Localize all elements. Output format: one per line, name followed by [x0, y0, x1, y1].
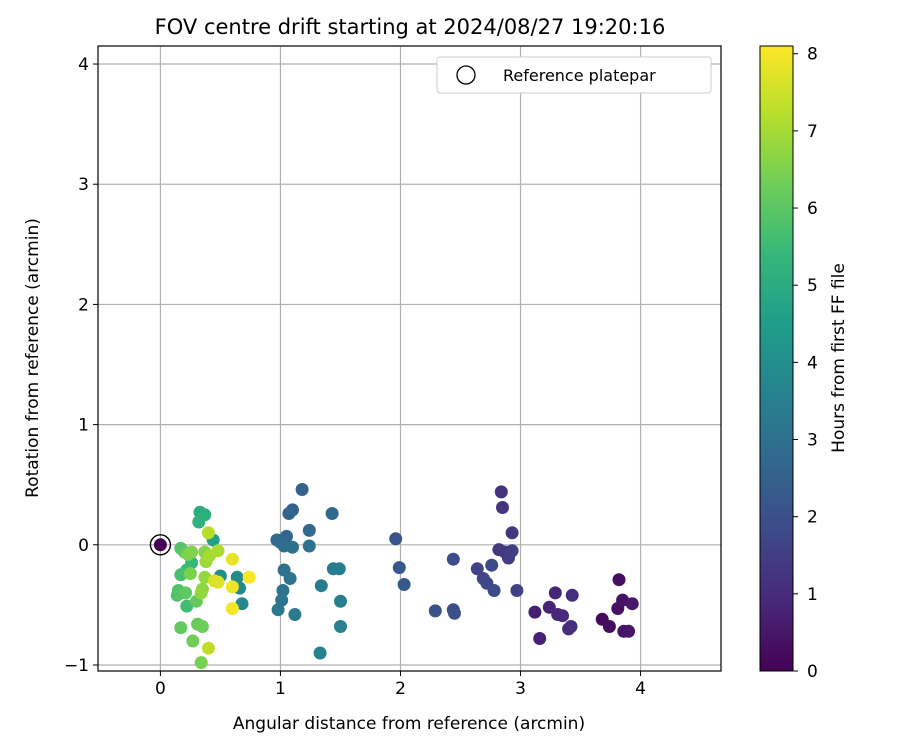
- data-point: [505, 526, 519, 540]
- x-tick-label: 2: [395, 679, 406, 699]
- data-point: [494, 485, 508, 499]
- data-point: [302, 539, 316, 553]
- x-axis-ticks: 0 1 2 3 4: [155, 671, 646, 699]
- data-point: [242, 570, 256, 584]
- data-point: [448, 606, 461, 620]
- data-point: [622, 624, 636, 638]
- legend: Reference platepar: [436, 56, 712, 94]
- data-point: [183, 567, 197, 581]
- y-tick-label: −1: [64, 656, 89, 676]
- y-tick-label: 2: [78, 295, 89, 315]
- data-point: [602, 620, 616, 633]
- data-point: [153, 538, 167, 552]
- data-point: [283, 572, 297, 585]
- colorbar-ticks: 0 1 2 3 4 5 6 7 8: [793, 45, 818, 682]
- data-point: [332, 562, 346, 576]
- data-point: [446, 552, 460, 566]
- x-axis-label: Angular distance from reference (arcmin): [233, 714, 585, 734]
- data-point: [528, 605, 542, 619]
- x-tick-label: 0: [155, 679, 166, 699]
- colorbar-tick-label: 4: [807, 353, 818, 373]
- data-point: [565, 588, 579, 602]
- data-point: [282, 507, 296, 520]
- colorbar-tick-label: 7: [807, 122, 818, 142]
- data-point: [211, 544, 225, 558]
- data-point: [334, 594, 347, 608]
- data-point: [186, 634, 200, 648]
- data-point: [174, 621, 188, 635]
- data-point: [201, 526, 215, 540]
- colorbar-tick-label: 3: [807, 431, 818, 451]
- data-point: [225, 552, 239, 566]
- data-point: [487, 584, 501, 597]
- data-points: [153, 483, 639, 670]
- colorbar-tick-label: 6: [807, 199, 818, 219]
- data-point: [325, 507, 339, 520]
- data-point: [194, 586, 208, 600]
- data-point: [185, 545, 199, 559]
- data-point: [230, 570, 244, 584]
- data-point: [470, 562, 484, 576]
- reference-platepar-marker: [149, 534, 172, 556]
- colorbar-tick-label: 1: [807, 585, 818, 605]
- data-point: [194, 656, 208, 670]
- plot-frame: [97, 45, 722, 672]
- data-point: [225, 602, 239, 615]
- legend-marker-icon: [456, 65, 476, 85]
- y-tick-label: 0: [78, 536, 89, 556]
- data-point: [195, 620, 209, 633]
- colorbar-tick-label: 0: [807, 662, 818, 682]
- y-tick-label: 4: [78, 55, 89, 75]
- data-point: [625, 597, 639, 611]
- data-point: [211, 575, 225, 589]
- colorbar-label: Hours from first FF file: [829, 263, 849, 453]
- colorbar-tick-label: 8: [807, 45, 818, 65]
- data-point: [612, 573, 626, 587]
- data-point: [392, 561, 406, 575]
- x-tick-label: 1: [275, 679, 286, 699]
- chart-title: FOV centre drift starting at 2024/08/27 …: [155, 15, 666, 39]
- data-point: [286, 540, 299, 554]
- data-point: [276, 584, 290, 597]
- data-point: [235, 597, 249, 611]
- data-point: [334, 620, 347, 633]
- y-tick-label: 3: [78, 175, 89, 195]
- colorbar-tick-label: 2: [807, 508, 818, 528]
- data-point: [389, 532, 403, 546]
- data-point: [556, 609, 569, 623]
- data-point: [295, 483, 309, 496]
- data-point: [485, 558, 499, 572]
- data-point: [313, 646, 327, 660]
- y-axis-label: Rotation from reference (arcmin): [23, 218, 43, 498]
- data-point: [548, 586, 562, 600]
- data-point: [192, 515, 206, 529]
- colorbar-tick-label: 5: [807, 276, 818, 296]
- data-point: [314, 579, 328, 593]
- data-point: [174, 568, 188, 582]
- x-tick-label: 3: [515, 679, 526, 699]
- legend-box: [436, 56, 712, 94]
- legend-label: Reference platepar: [503, 66, 656, 85]
- reference-layer: [149, 534, 172, 556]
- data-point: [505, 544, 519, 558]
- colorbar: [759, 45, 794, 672]
- data-point: [288, 608, 302, 621]
- data-point: [225, 580, 239, 594]
- data-point: [201, 641, 215, 655]
- data-point: [510, 584, 524, 597]
- data-point: [271, 603, 285, 617]
- data-point: [428, 604, 442, 618]
- data-point: [302, 523, 316, 537]
- data-point: [496, 501, 509, 514]
- x-tick-label: 4: [635, 679, 646, 699]
- y-axis-ticks: −1 0 1 2 3 4: [64, 55, 98, 676]
- data-point: [180, 599, 194, 613]
- y-tick-label: 1: [78, 416, 89, 436]
- data-point: [179, 586, 193, 600]
- data-point: [397, 578, 411, 591]
- data-point: [533, 632, 547, 645]
- data-point: [564, 620, 578, 633]
